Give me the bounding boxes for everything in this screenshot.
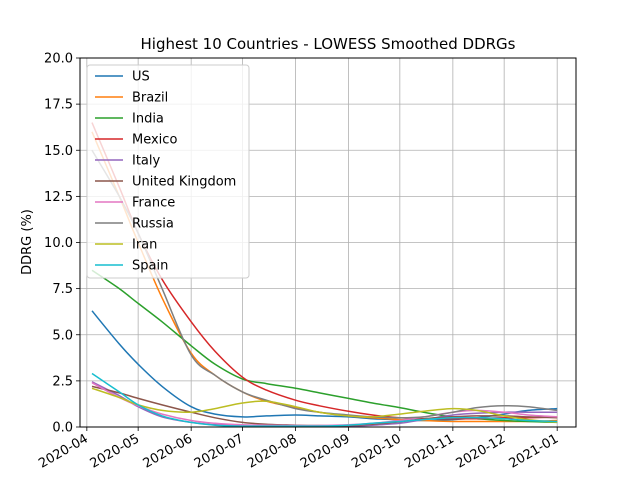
y-axis-label: DDRG (%) bbox=[20, 209, 35, 275]
legend-label: France bbox=[132, 196, 175, 211]
y-tick-label: 7.5 bbox=[52, 282, 73, 297]
y-tick-label: 10.0 bbox=[44, 236, 73, 251]
x-tick-label: 2020-06 bbox=[141, 431, 196, 471]
series-layer bbox=[91, 122, 558, 427]
legend: US Brazil India Mexico Italy United Kingdom Fr… bbox=[86, 64, 250, 279]
x-tick-label: 2020-07 bbox=[192, 431, 247, 471]
legend-label: Italy bbox=[132, 154, 161, 169]
x-tick-label: 2020-04 bbox=[36, 431, 91, 471]
y-tick-label: 2.5 bbox=[52, 374, 73, 389]
y-tick-label: 15.0 bbox=[44, 144, 73, 159]
legend-label: Russia bbox=[132, 217, 174, 232]
legend-box bbox=[86, 64, 250, 279]
legend-label: United Kingdom bbox=[132, 175, 236, 190]
y-tick-label: 12.5 bbox=[44, 190, 73, 205]
x-tick-label: 2020-05 bbox=[88, 431, 143, 471]
x-tick-label: 2020-11 bbox=[402, 431, 457, 471]
series-line-spain bbox=[91, 372, 558, 427]
x-tick-label: 2020-10 bbox=[349, 431, 404, 471]
series-line-iran bbox=[91, 387, 558, 424]
legend-label: US bbox=[132, 70, 150, 85]
series-line-mexico bbox=[91, 122, 558, 420]
chart-title: Highest 10 Countries - LOWESS Smoothed D… bbox=[141, 35, 516, 53]
legend-label: Brazil bbox=[132, 91, 168, 106]
x-tick-label: 2021-01 bbox=[507, 431, 562, 471]
x-tick-label: 2020-08 bbox=[245, 431, 300, 471]
legend-label: Spain bbox=[132, 259, 168, 274]
x-tick-label: 2020-12 bbox=[454, 431, 509, 471]
y-tick-label: 20.0 bbox=[44, 52, 73, 67]
legend-label: Iran bbox=[132, 238, 157, 253]
y-tick-label: 17.5 bbox=[44, 98, 73, 113]
y-tick-label: 0.0 bbox=[52, 421, 73, 436]
legend-label: India bbox=[132, 112, 164, 127]
series-line-india bbox=[91, 269, 558, 424]
x-tick-label: 2020-09 bbox=[298, 431, 353, 471]
y-tick-label: 5.0 bbox=[52, 328, 73, 343]
legend-label: Mexico bbox=[132, 133, 177, 148]
